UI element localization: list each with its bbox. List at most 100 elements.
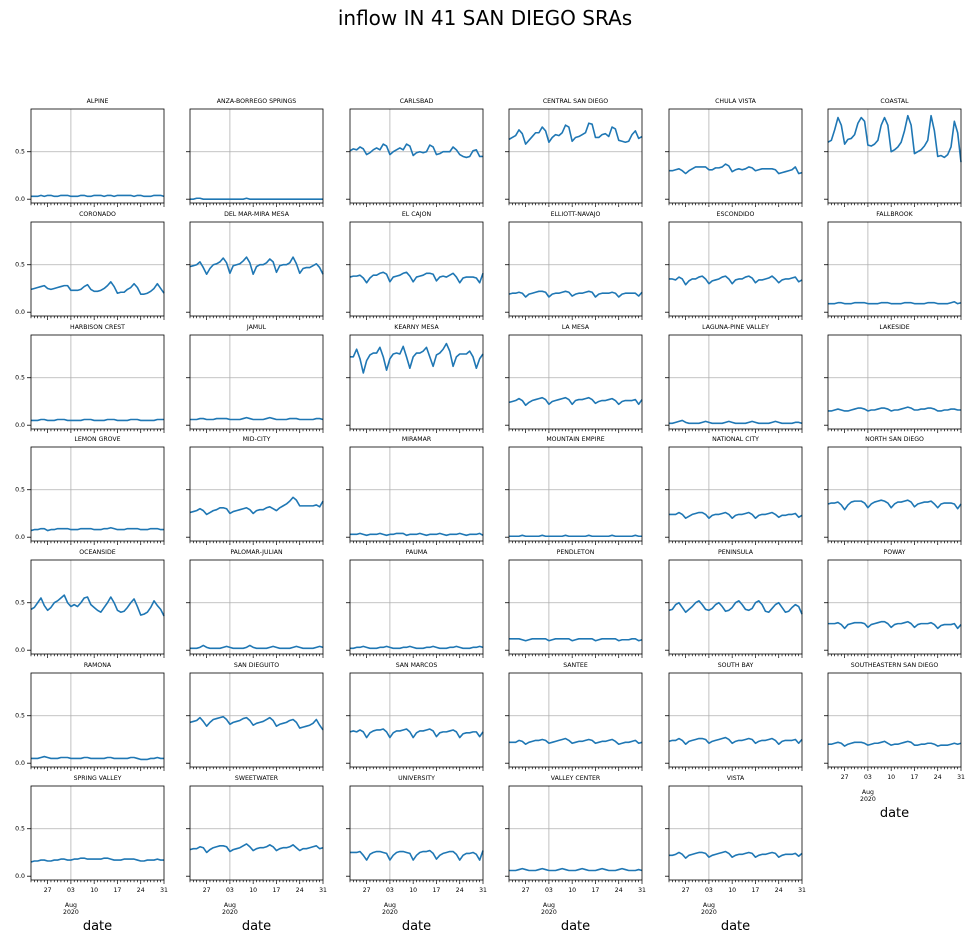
axes-frame bbox=[189, 785, 324, 881]
x-tick-label: 10 bbox=[568, 887, 576, 894]
subplot-title: MOUNTAIN EMPIRE bbox=[546, 436, 604, 443]
axes-frame bbox=[827, 334, 962, 430]
x-tick-label: 03 bbox=[226, 887, 234, 894]
x-tick-label: 27 bbox=[522, 887, 530, 894]
series-line bbox=[508, 290, 643, 298]
x-year-label: 2020 bbox=[222, 909, 238, 916]
x-year-label: 2020 bbox=[63, 909, 79, 916]
x-year-label: 2020 bbox=[701, 909, 717, 916]
series-line bbox=[828, 740, 962, 747]
subplot-title: SANTEE bbox=[563, 662, 588, 669]
x-tick-label: 31 bbox=[319, 887, 327, 894]
axes-frame bbox=[668, 334, 803, 430]
series-line bbox=[669, 511, 803, 520]
subplot-title: ESCONDIDO bbox=[717, 211, 755, 218]
axes-frame bbox=[30, 334, 165, 430]
series-line bbox=[189, 715, 324, 731]
subplot-title: COASTAL bbox=[880, 98, 909, 105]
axes-frame bbox=[508, 672, 643, 768]
series-line bbox=[190, 197, 323, 200]
subplot-title: UNIVERSITY bbox=[398, 775, 435, 782]
series-line bbox=[30, 594, 165, 617]
axes-frame bbox=[508, 785, 643, 881]
y-tick-label: 0.5 bbox=[15, 826, 25, 833]
x-tick-label: 10 bbox=[90, 887, 98, 894]
subplot-title: FALLBROOK bbox=[876, 211, 913, 218]
x-tick-label: 31 bbox=[638, 887, 646, 894]
series-line bbox=[349, 728, 484, 739]
subplot-title: SPRING VALLEY bbox=[74, 775, 122, 782]
axes-frame bbox=[827, 221, 962, 317]
series-line bbox=[350, 532, 484, 537]
x-tick-label: 17 bbox=[592, 887, 600, 894]
series-line bbox=[668, 600, 803, 615]
axes-frame bbox=[30, 672, 165, 768]
x-tick-label: 17 bbox=[433, 887, 441, 894]
axes-frame bbox=[30, 221, 165, 317]
x-tick-label: 24 bbox=[615, 887, 623, 894]
axes-frame bbox=[349, 559, 484, 655]
series-line bbox=[669, 419, 803, 425]
axes-frame bbox=[827, 559, 962, 655]
series-line bbox=[828, 406, 961, 412]
subplot-title: CHULA VISTA bbox=[715, 98, 757, 105]
x-tick-label: 27 bbox=[363, 887, 371, 894]
x-tick-label: 17 bbox=[911, 774, 919, 781]
subplot-title: NORTH SAN DIEGO bbox=[865, 436, 924, 443]
axes-frame bbox=[508, 221, 643, 317]
axes-frame bbox=[668, 785, 803, 881]
series-line bbox=[31, 418, 164, 422]
y-tick-label: 0.5 bbox=[15, 487, 25, 494]
x-tick-label: 31 bbox=[160, 887, 168, 894]
subplot-title: PENDLETON bbox=[557, 549, 595, 556]
axes-frame bbox=[349, 672, 484, 768]
x-year-label: 2020 bbox=[860, 796, 876, 803]
axes-frame bbox=[668, 221, 803, 317]
x-tick-label: 17 bbox=[752, 887, 760, 894]
y-tick-label: 0.0 bbox=[15, 760, 25, 767]
x-tick-label: 31 bbox=[957, 774, 965, 781]
subplot-title: SOUTH BAY bbox=[718, 662, 754, 669]
subplot-title: ANZA-BORREGO SPRINGS bbox=[217, 98, 297, 105]
figure-title: inflow IN 41 SAN DIEGO SRAs bbox=[337, 6, 633, 30]
series-line bbox=[190, 416, 324, 421]
series-line bbox=[669, 275, 803, 286]
axes-frame bbox=[827, 672, 962, 768]
axes-frame bbox=[189, 559, 324, 655]
axes-frame bbox=[668, 672, 803, 768]
x-tick-label: 03 bbox=[386, 887, 394, 894]
axes-frame bbox=[349, 221, 484, 317]
series-line bbox=[508, 396, 643, 407]
subplot-title: PALOMAR-JULIAN bbox=[230, 549, 283, 556]
subplot-title: RAMONA bbox=[84, 662, 112, 669]
y-tick-label: 0.0 bbox=[15, 309, 25, 316]
subplot-title: KEARNY MESA bbox=[394, 324, 439, 331]
axes-frame bbox=[668, 108, 803, 204]
subplot-title: OCEANSIDE bbox=[79, 549, 115, 556]
axes-frame bbox=[508, 334, 643, 430]
series-line bbox=[349, 271, 484, 284]
x-tick-label: 27 bbox=[203, 887, 211, 894]
series-line bbox=[669, 850, 803, 859]
subplot-title: MIRAMAR bbox=[402, 436, 432, 443]
subplot-title: SAN DIEGUITO bbox=[234, 662, 279, 669]
x-month-label: Aug bbox=[384, 902, 396, 909]
x-tick-label: 24 bbox=[296, 887, 304, 894]
series-line bbox=[508, 122, 643, 145]
x-tick-label: 17 bbox=[114, 887, 122, 894]
series-line bbox=[350, 342, 484, 374]
x-axis-label: date bbox=[83, 919, 112, 934]
subplot-title: LEMON GROVE bbox=[74, 436, 120, 443]
subplot-title: JAMUL bbox=[246, 324, 267, 331]
y-tick-label: 0.0 bbox=[15, 196, 25, 203]
series-line bbox=[828, 300, 962, 305]
y-tick-label: 0.0 bbox=[15, 647, 25, 654]
subplot-title: HARBISON CREST bbox=[70, 324, 125, 331]
x-tick-label: 24 bbox=[934, 774, 942, 781]
series-line bbox=[189, 496, 324, 516]
series-line bbox=[509, 737, 643, 746]
x-month-label: Aug bbox=[224, 902, 236, 909]
series-line bbox=[349, 143, 483, 159]
axes-frame bbox=[189, 334, 324, 430]
series-line bbox=[509, 638, 643, 642]
